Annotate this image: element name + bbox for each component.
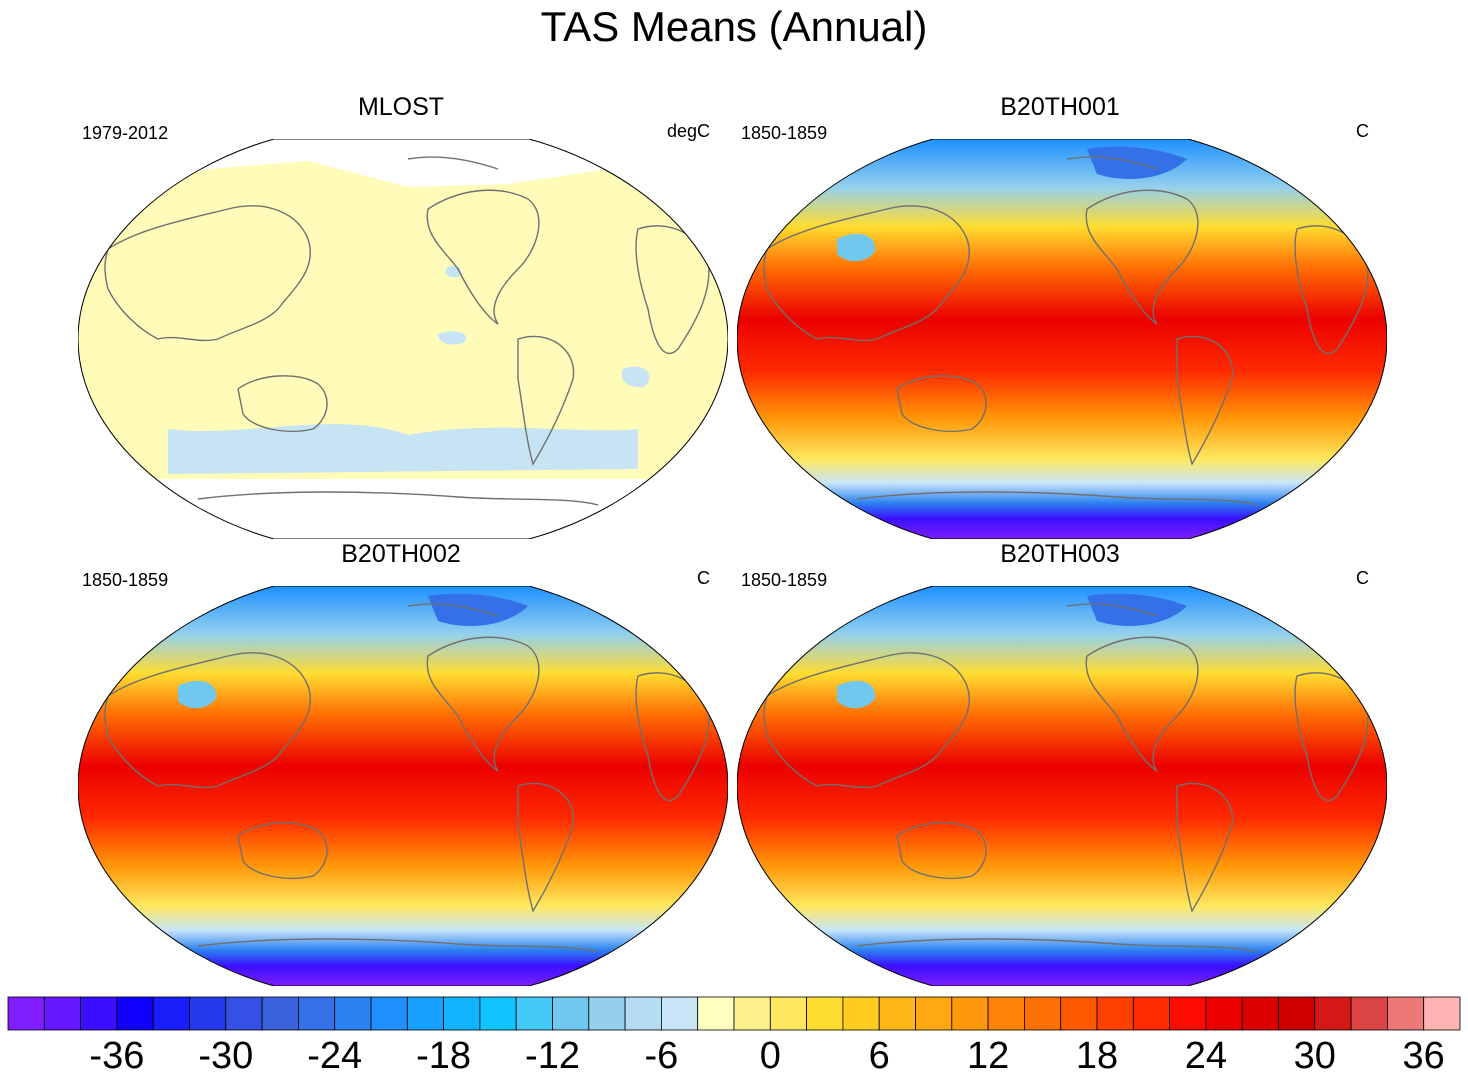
- colorbar-tick-label: -12: [525, 1035, 580, 1077]
- panel-title: MLOST: [357, 93, 445, 121]
- period-label: 1850-1859: [741, 123, 828, 143]
- panel-mlost: MLOST 1979-2012 degC: [78, 92, 738, 539]
- colorbar-swatch: [116, 996, 154, 1031]
- colorbar-tick-label: 6: [868, 1035, 890, 1077]
- colorbar-tick-label: 30: [1293, 1035, 1336, 1077]
- colorbar-tick-label: -6: [644, 1035, 679, 1077]
- colorbar-tick-label: -18: [416, 1035, 472, 1077]
- colorbar-swatch: [7, 996, 45, 1031]
- units-label: C: [1356, 121, 1369, 141]
- colorbar-swatch: [806, 996, 844, 1031]
- colorbar-tick-label: -36: [89, 1035, 145, 1077]
- colorbar-swatch: [1423, 996, 1461, 1031]
- period-label: 1979-2012: [82, 123, 169, 143]
- colorbar-swatch: [552, 996, 590, 1031]
- world-map: [78, 586, 728, 986]
- colorbar-swatch: [951, 996, 989, 1031]
- colorbar-tick-label: 24: [1184, 1035, 1228, 1077]
- colorbar-swatch: [479, 996, 517, 1031]
- colorbar-swatch: [1169, 996, 1207, 1031]
- colorbar-swatch: [515, 996, 553, 1031]
- colorbar-swatch: [1278, 996, 1316, 1031]
- colorbar-swatch: [987, 996, 1025, 1031]
- period-label: 1850-1859: [741, 570, 828, 590]
- units-label: C: [697, 568, 710, 588]
- colorbar-swatch: [443, 996, 481, 1031]
- colorbar-swatch: [588, 996, 626, 1031]
- panel-title: B20TH001: [1000, 93, 1120, 121]
- colorbar-swatch: [733, 996, 771, 1031]
- colorbar-swatch: [261, 996, 299, 1031]
- figure-title: TAS Means (Annual): [540, 3, 928, 50]
- colorbar-swatch: [697, 996, 735, 1031]
- world-map: [737, 139, 1387, 539]
- colorbar-swatch: [842, 996, 880, 1031]
- colorbar-swatch: [915, 996, 953, 1031]
- colorbar-swatch: [225, 996, 263, 1031]
- colorbar-swatch: [189, 996, 227, 1031]
- units-label: degC: [666, 121, 710, 141]
- colorbar-swatch: [878, 996, 916, 1031]
- world-map: [737, 586, 1387, 986]
- colorbar-swatch: [370, 996, 408, 1031]
- colorbar-swatch: [1350, 996, 1388, 1031]
- colorbar-swatch: [80, 996, 118, 1031]
- colorbar-swatch: [1060, 996, 1098, 1031]
- units-label: C: [1356, 568, 1369, 588]
- colorbar-tick-label: 36: [1402, 1035, 1445, 1077]
- colorbar-swatch: [1132, 996, 1171, 1031]
- period-label: 1850-1859: [82, 570, 169, 590]
- colorbar-swatch: [624, 996, 662, 1031]
- colorbar-swatch: [1205, 996, 1243, 1031]
- colorbar-swatch: [1241, 996, 1279, 1031]
- colorbar: [7, 996, 1461, 1031]
- world-map: [78, 139, 728, 539]
- colorbar-swatch: [43, 996, 81, 1031]
- colorbar-swatch: [1387, 996, 1425, 1031]
- panel-title: B20TH002: [341, 540, 461, 568]
- colorbar-swatch: [769, 996, 807, 1031]
- colorbar-swatch: [1096, 996, 1134, 1031]
- colorbar-swatch: [334, 996, 372, 1031]
- colorbar-tick-label: -30: [198, 1035, 254, 1077]
- panel-b20th002: B20TH002 1850-1859 C: [78, 539, 738, 986]
- colorbar-tick-label: -24: [307, 1035, 363, 1077]
- colorbar-swatch: [152, 996, 190, 1031]
- panel-b20th001: B20TH001 1850-1859 C: [737, 92, 1397, 539]
- colorbar-swatch: [1024, 996, 1062, 1031]
- panel-b20th003: B20TH003 1850-1859 C: [737, 539, 1397, 986]
- colorbar-swatch: [1314, 996, 1352, 1031]
- colorbar-tick-label: 12: [966, 1035, 1010, 1077]
- colorbar-swatch: [297, 996, 336, 1031]
- colorbar-tick-label: 0: [759, 1035, 781, 1077]
- colorbar-swatch: [661, 996, 699, 1031]
- colorbar-tick-label: 18: [1075, 1035, 1119, 1077]
- panel-title: B20TH003: [1000, 540, 1120, 568]
- colorbar-swatch: [406, 996, 444, 1031]
